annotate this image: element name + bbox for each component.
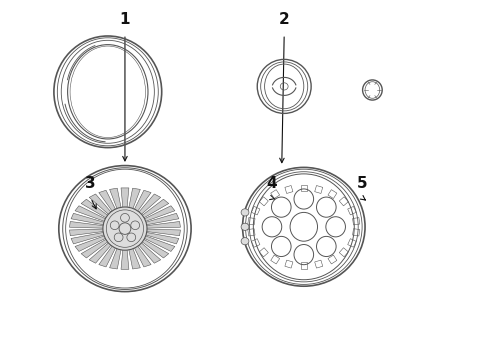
Polygon shape [81,199,112,220]
Polygon shape [138,237,169,258]
Bar [285,260,293,268]
Polygon shape [127,188,140,215]
Bar [300,185,307,191]
Bar [285,185,293,193]
Bar [328,255,337,264]
Text: 3: 3 [85,176,96,191]
Polygon shape [121,188,129,215]
Bar [339,248,348,257]
Bar [251,239,260,247]
Bar [248,229,255,236]
Ellipse shape [241,238,249,245]
Polygon shape [89,194,115,218]
Polygon shape [71,213,108,225]
Polygon shape [140,234,175,251]
Bar [353,229,360,236]
Polygon shape [135,239,161,263]
Polygon shape [121,242,129,269]
Polygon shape [70,221,107,228]
Bar [339,197,348,206]
Polygon shape [127,242,140,269]
Bar [271,255,280,264]
Bar [300,262,307,269]
Polygon shape [71,232,108,244]
Polygon shape [75,234,110,251]
Polygon shape [110,242,122,269]
Polygon shape [143,229,180,236]
Polygon shape [110,188,122,215]
Polygon shape [70,229,107,236]
Ellipse shape [241,209,249,216]
Polygon shape [138,199,169,220]
Bar [348,239,356,247]
Polygon shape [131,190,151,217]
Bar [315,185,323,193]
Text: 5: 5 [357,176,368,191]
Bar [315,260,323,268]
Bar [259,197,269,206]
Bar [328,190,337,198]
Polygon shape [89,239,115,263]
Polygon shape [81,237,112,258]
Polygon shape [131,240,151,267]
Bar [251,206,260,215]
Bar [248,217,255,225]
Polygon shape [142,232,179,244]
Bar [353,217,360,225]
Bar [348,206,356,215]
Ellipse shape [103,207,147,250]
Polygon shape [143,221,180,228]
Polygon shape [99,190,119,217]
Ellipse shape [241,223,249,230]
Polygon shape [140,206,175,223]
Bar [259,248,269,257]
Text: 1: 1 [120,12,130,27]
Polygon shape [135,194,161,218]
Bar [271,190,280,198]
Polygon shape [75,206,110,223]
Polygon shape [99,240,119,267]
Text: 4: 4 [267,176,277,191]
Polygon shape [142,213,179,225]
Text: 2: 2 [279,12,290,27]
